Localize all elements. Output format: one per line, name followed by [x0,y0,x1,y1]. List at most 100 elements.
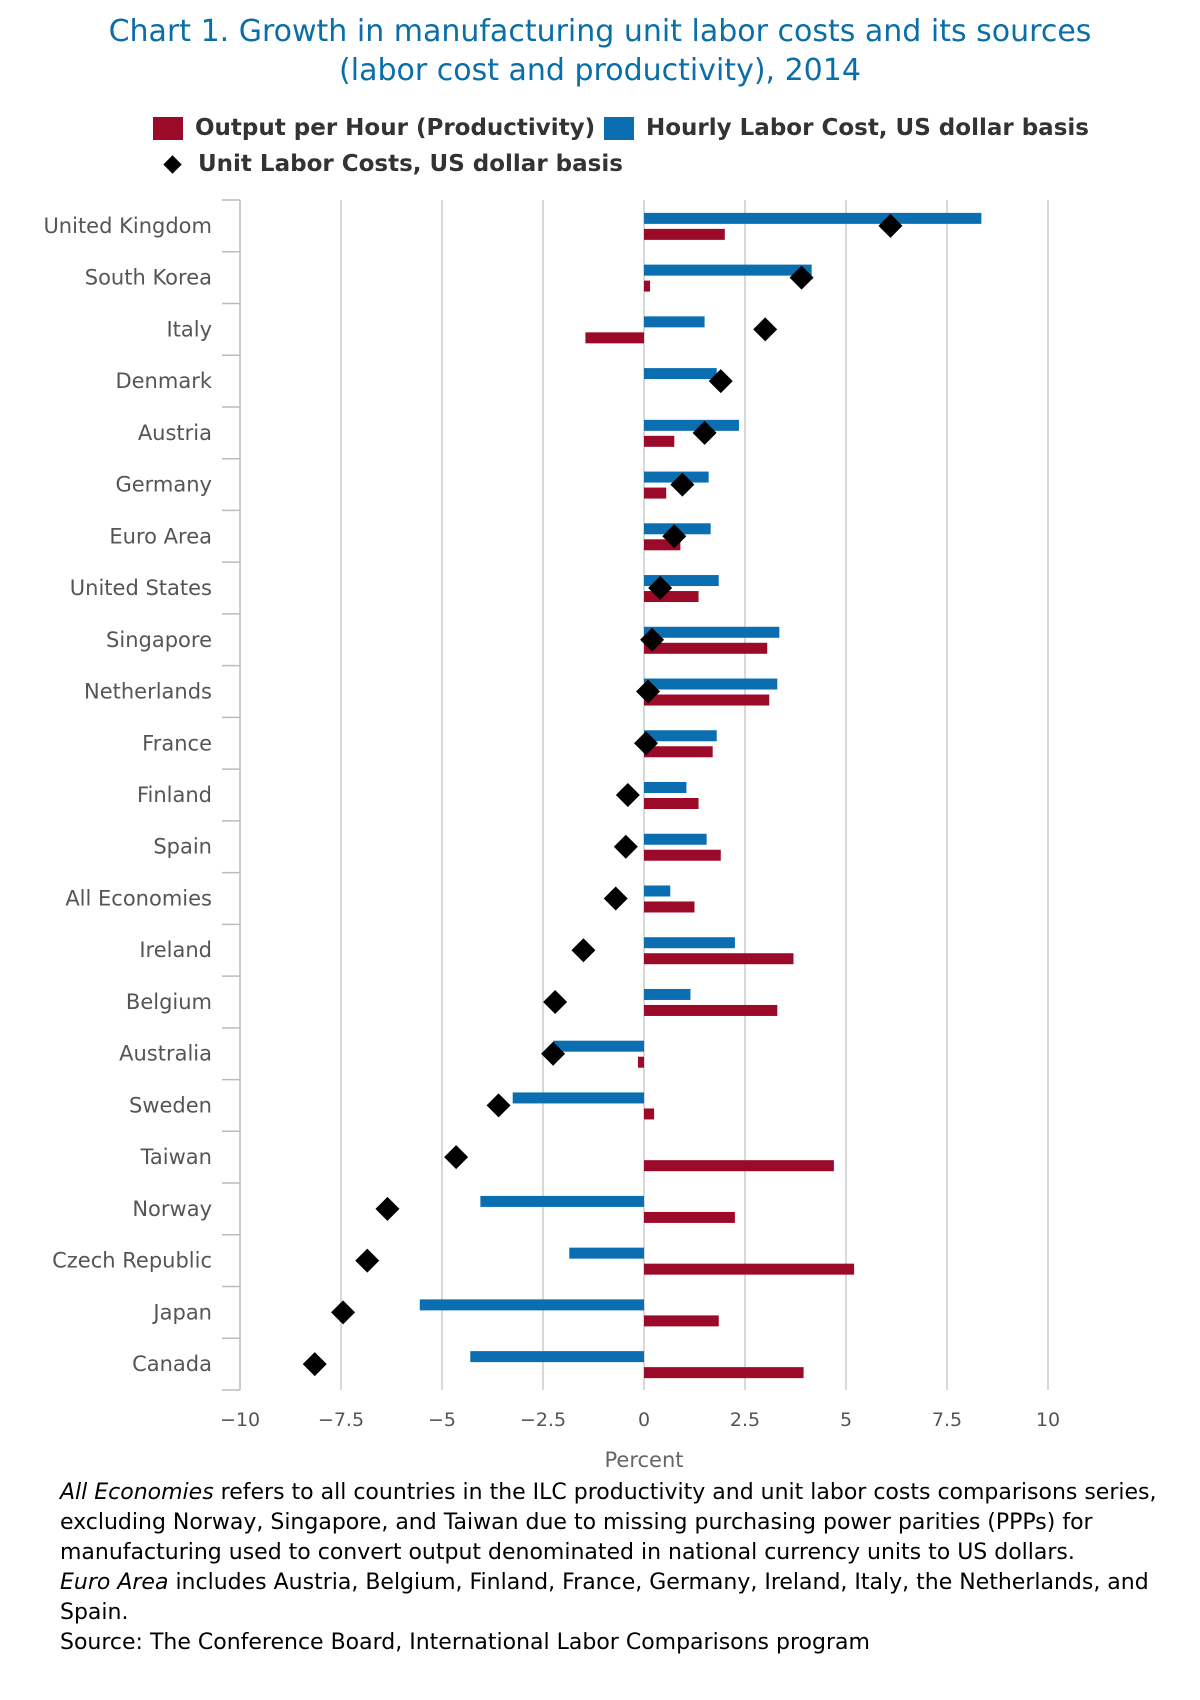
category-label: Germany [115,473,212,497]
category-label: Spain [153,835,212,859]
bar-productivity [644,1004,778,1016]
footnote-euro-area-term: Euro Area [60,1570,169,1595]
marker-ulc [662,524,687,549]
chart-title-line-2: (labor cost and productivity), 2014 [339,53,861,88]
marker-ulc [634,731,659,756]
bar-labor-cost [480,1195,644,1207]
bar-labor-cost [569,1247,644,1259]
x-tick-label: 2.5 [730,1409,760,1431]
category-label: Norway [132,1197,212,1221]
category-label: Ireland [139,938,212,962]
category-label: Singapore [106,628,212,652]
bar-labor-cost [644,885,671,897]
bar-labor-cost [644,212,982,224]
bar-productivity [644,435,675,447]
legend-item-productivity[interactable]: Output per Hour (Productivity) [153,115,595,141]
marker-ulc [541,1041,566,1066]
bar-labor-cost [644,626,780,638]
bar-labor-cost [644,988,691,1000]
bar-productivity [644,280,651,292]
bar-productivity [644,1160,834,1172]
bar-labor-cost [644,264,812,276]
marker-ulc [486,1093,511,1118]
category-label: Finland [137,783,212,807]
bar-productivity [644,746,713,758]
x-axis-title: Percent [604,1448,683,1472]
legend-item-ulc[interactable]: Unit Labor Costs, US dollar basis [159,151,623,177]
marker-ulc [613,834,638,859]
footnote-all-economies-term: All Economies [60,1480,214,1505]
marker-ulc [444,1145,469,1170]
legend-label-labor-cost: Hourly Labor Cost, US dollar basis [646,115,1089,141]
chart-title-line-1: Chart 1. Growth in manufacturing unit la… [108,14,1092,49]
bar-productivity [644,694,770,706]
marker-ulc [331,1300,356,1325]
marker-ulc [878,213,903,238]
legend-label-productivity: Output per Hour (Productivity) [195,115,596,141]
bar-labor-cost [644,937,735,949]
bar-labor-cost [644,575,719,587]
x-tick-label: 10 [1036,1409,1060,1431]
marker-ulc [648,576,673,601]
bar-productivity [637,1056,644,1068]
bar-productivity [644,798,699,809]
marker-ulc [636,679,661,704]
legend: Output per Hour (Productivity) Hourly La… [0,0,1200,190]
marker-ulc [692,420,717,445]
bar-productivity [644,228,725,240]
marker-ulc [302,1352,327,1377]
legend-item-labor-cost[interactable]: Hourly Labor Cost, US dollar basis [604,115,1089,141]
marker-ulc [603,886,628,911]
marker-ulc [708,369,733,394]
category-label: United Kingdom [43,214,212,238]
bar-labor-cost [644,782,687,793]
marker-ulc [543,989,568,1014]
marker-ulc [789,265,814,290]
bar-productivity [644,1315,719,1327]
marker-ulc [375,1196,400,1221]
bar-labor-cost [512,1092,644,1104]
category-label: Euro Area [109,524,212,548]
footnote-all-economies: All Economies refers to all countries in… [60,1478,1170,1568]
bar-labor-cost [644,833,707,845]
category-label: Netherlands [84,680,212,704]
bar-productivity [644,1263,855,1275]
footnote-euro-area-text: includes Austria, Belgium, Finland, Fran… [60,1570,1149,1625]
bar-productivity [644,1367,804,1379]
category-label: France [142,731,212,755]
bar-productivity [585,332,644,344]
bar-labor-cost [644,368,717,380]
category-label: Denmark [115,369,212,393]
marker-ulc [355,1248,380,1273]
marker-ulc [615,783,640,807]
x-tick-label: 5 [840,1409,852,1431]
legend-swatch-labor-cost [604,116,634,140]
x-tick-label: −2.5 [520,1409,566,1431]
bar-labor-cost [644,316,705,328]
marker-ulc [753,317,778,342]
bar-labor-cost [644,419,739,431]
x-tick-label: 0 [638,1409,650,1431]
category-label: Australia [119,1042,212,1066]
category-label: Czech Republic [52,1249,212,1273]
bar-labor-cost [553,1040,644,1052]
bar-productivity [644,591,699,603]
category-label: South Korea [85,266,212,290]
chart-title: Chart 1. Growth in manufacturing unit la… [0,12,1200,90]
x-tick-label: −7.5 [318,1409,364,1431]
footnote-all-economies-text: refers to all countries in the ILC produ… [60,1480,1157,1565]
category-label: All Economies [65,886,212,910]
marker-ulc [670,472,695,497]
x-tick-label: −10 [220,1409,260,1431]
bar-chart: −10 −7.5 −5 −2.5 0 2.5 5 7.5 10 Percent United Kin… [43,199,1060,1472]
footnote-source: Source: The Conference Board, Internatio… [60,1630,870,1655]
bar-productivity [644,1108,655,1120]
bar-labor-cost [644,471,709,483]
footnote-euro-area: Euro Area includes Austria, Belgium, Fin… [60,1568,1170,1628]
x-tick-label: −5 [428,1409,456,1431]
bar-productivity [644,1211,735,1223]
x-tick-label: 7.5 [932,1409,962,1431]
bar-productivity [644,642,768,654]
category-label: United States [70,576,212,600]
footnote: All Economies refers to all countries in… [60,1478,1170,1658]
